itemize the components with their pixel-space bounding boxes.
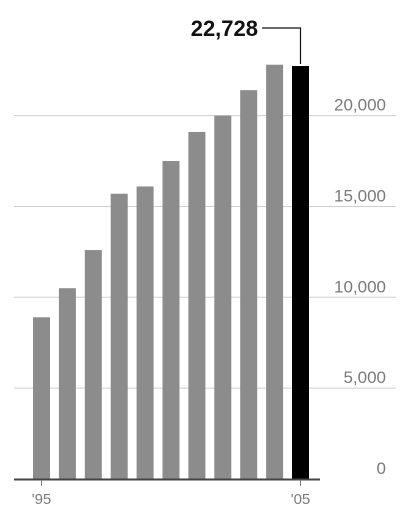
bar xyxy=(58,288,76,479)
highlight-callout: 22,728 xyxy=(191,16,302,65)
bar xyxy=(162,161,180,479)
y-tick-label: 20,000 xyxy=(334,96,386,115)
highlight-bar xyxy=(292,66,309,480)
highlight-value-label: 22,728 xyxy=(191,16,258,41)
bar xyxy=(110,193,128,479)
y-tick-label: 10,000 xyxy=(334,277,386,296)
y-tick-label: 5,000 xyxy=(343,368,386,387)
bars xyxy=(33,64,309,480)
x-axis-tick-labels: '95 '05 xyxy=(32,480,311,508)
bar xyxy=(214,115,232,479)
x-tick-label: '05 xyxy=(291,491,311,508)
callout-leader-line xyxy=(262,27,302,65)
y-axis-tick-labels: 0 5,000 10,000 15,000 20,000 xyxy=(334,96,386,478)
bar xyxy=(188,131,206,479)
bar xyxy=(84,250,102,479)
x-tick-label: '95 xyxy=(32,491,52,508)
bar xyxy=(136,186,154,479)
bar xyxy=(240,90,258,480)
bar xyxy=(266,64,284,479)
bar xyxy=(33,317,50,479)
y-tick-label: 15,000 xyxy=(334,186,386,205)
y-tick-label: 0 xyxy=(377,459,386,478)
